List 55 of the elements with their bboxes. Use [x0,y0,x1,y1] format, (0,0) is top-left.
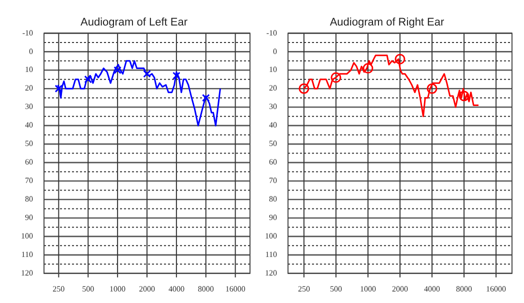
x-tick-label: 250 [52,284,65,294]
y-tick-label: 10 [25,65,33,74]
x-tick-label: 500 [330,284,342,294]
y-tick-label: 110 [21,250,33,260]
y-tick-label: 30 [269,102,277,112]
x-tick-label: 500 [82,284,94,294]
y-tick-label: -10 [22,28,33,38]
y-tick-label: 120 [265,268,277,278]
point [202,94,210,102]
x-tick-label: 2000 [139,284,155,294]
y-tick-label: 20 [269,84,277,93]
x-tick-label: 4000 [424,284,440,294]
y-tick-label: 70 [25,176,33,186]
point [426,83,438,94]
point [172,72,180,80]
y-tick-label: 40 [25,120,33,130]
y-tick-label: 60 [25,158,33,167]
x-tick-label: 250 [298,284,310,294]
point [298,83,310,94]
y-tick-label: 90 [269,213,277,222]
y-tick-label: -10 [266,28,277,38]
y-tick-label: 100 [21,232,33,241]
chart-title: Audiogram of Right Ear [330,16,444,29]
y-tick-label: 100 [265,232,277,241]
x-tick-label: 8000 [456,284,472,294]
y-tick-label: 40 [269,120,277,130]
point [362,63,374,74]
y-tick-label: 30 [25,102,33,112]
x-tick-label: 1000 [110,284,126,294]
y-tick-label: 80 [25,194,33,204]
y-tick-label: 10 [269,65,277,74]
y-tick-label: 0 [29,46,33,56]
x-tick-label: 16000 [486,284,506,294]
point [330,72,342,83]
point [114,66,122,74]
y-tick-label: 70 [269,176,277,186]
y-tick-label: 20 [25,84,33,93]
y-tick-label: 110 [265,250,277,260]
x-tick-label: 2000 [392,284,408,294]
y-tick-label: 80 [269,194,277,204]
x-tick-label: 1000 [360,284,376,294]
point [458,90,470,102]
point [394,54,406,64]
y-tick-label: 90 [25,213,33,222]
y-tick-label: 120 [21,268,33,278]
y-tick-label: 60 [269,158,277,167]
x-tick-label: 4000 [168,284,184,294]
y-tick-label: 50 [25,139,33,148]
point [143,70,151,78]
x-tick-label: 8000 [198,284,214,294]
chart-title: Audiogram of Left Ear [80,16,188,29]
x-tick-label: 16000 [225,284,246,294]
point [84,75,92,84]
y-tick-label: 0 [273,46,277,56]
y-tick-label: 50 [269,139,277,148]
